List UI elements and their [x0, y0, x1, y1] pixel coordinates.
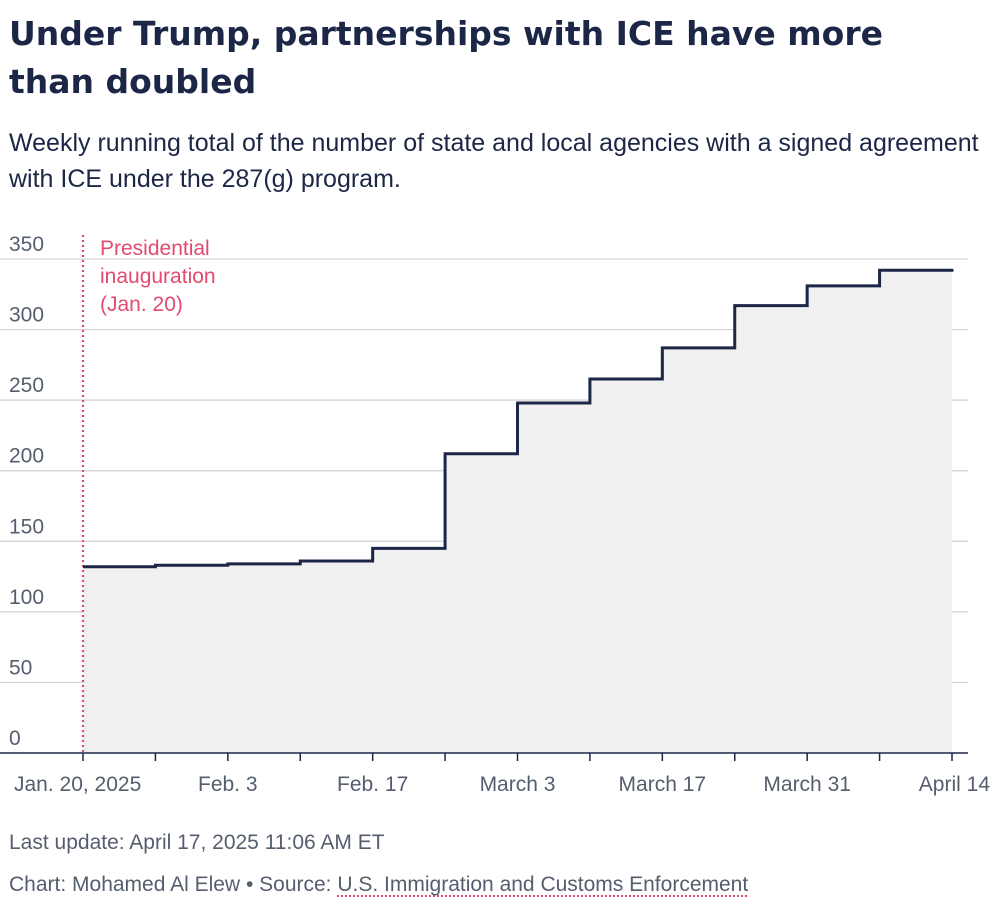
- x-tick-label-2025-03-03: March 3: [480, 773, 556, 796]
- source-link[interactable]: U.S. Immigration and Customs Enforcement: [337, 873, 749, 896]
- y-tick-label-50: 50: [9, 656, 32, 679]
- x-axis: Jan. 20, 2025 Feb. 3 Feb. 17 March 3 March 1…: [0, 752, 991, 796]
- chart-subtitle: Weekly running total of the number of st…: [9, 129, 979, 193]
- area-fill: [83, 268, 952, 753]
- annotation-line-1: Presidential: [100, 237, 210, 260]
- y-tick-label-100: 100: [9, 586, 44, 609]
- step-area-chart: Presidential inauguration (Jan. 20) Jan. 2…: [0, 233, 991, 796]
- x-tick-label-2025-02-03: Feb. 3: [198, 773, 258, 796]
- footer-separator: •: [240, 873, 260, 896]
- y-tick-label-250: 250: [9, 374, 44, 397]
- annotation-line-3: (Jan. 20): [100, 293, 183, 316]
- area-fill-layer: [83, 268, 952, 753]
- series-line-layer: [83, 268, 954, 569]
- y-tick-label-300: 300: [9, 304, 44, 327]
- y-tick-label-0: 0: [9, 727, 21, 750]
- y-tick-label-350: 350: [9, 233, 44, 256]
- chart-title: Under Trump, partnerships with ICE have …: [9, 14, 883, 101]
- inauguration-annotation: Presidential inauguration (Jan. 20): [81, 235, 216, 753]
- series-line: [83, 268, 954, 569]
- y-tick-label-200: 200: [9, 445, 44, 468]
- y-axis-labels: 0 50 100 150 200 250 300 350: [9, 233, 44, 750]
- x-tick-label-2025-02-17: Feb. 17: [337, 773, 408, 796]
- x-tick-label-2025-03-31: March 31: [763, 773, 851, 796]
- annotation-line-2: inauguration: [100, 265, 216, 288]
- x-tick-label-2025-04-14: April 14: [919, 773, 991, 796]
- x-tick-label-2025-03-17: March 17: [619, 773, 707, 796]
- chart-credit: Chart: Mohamed Al Elew: [9, 873, 241, 896]
- last-update-text: Last update: April 17, 2025 11:06 AM ET: [9, 831, 385, 854]
- source-prefix: Source:: [259, 873, 338, 896]
- y-tick-label-150: 150: [9, 515, 44, 538]
- credit-line: Chart: Mohamed Al Elew • Source: U.S. Im…: [9, 873, 748, 897]
- x-tick-label-2025-01-20: Jan. 20, 2025: [14, 773, 141, 796]
